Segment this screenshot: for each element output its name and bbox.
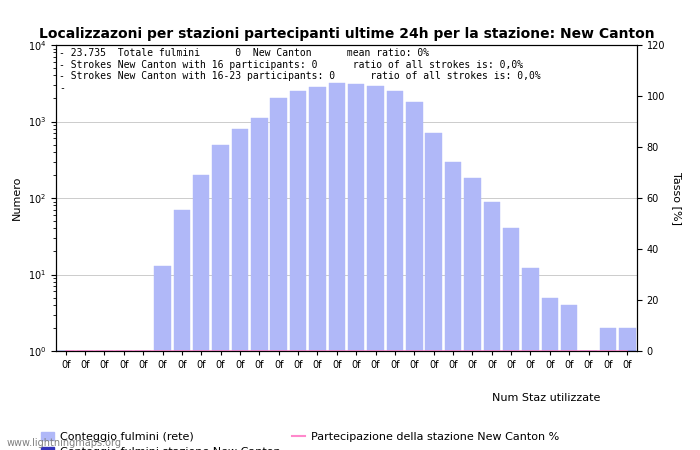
Bar xyxy=(406,351,423,450)
Bar xyxy=(57,351,74,450)
Bar xyxy=(580,351,597,450)
Partecipazione della stazione New Canton % xyxy=(314,348,322,354)
Bar xyxy=(154,351,171,450)
Partecipazione della stazione New Canton % xyxy=(468,348,477,354)
Partecipazione della stazione New Canton % xyxy=(565,348,573,354)
Partecipazione della stazione New Canton % xyxy=(139,348,148,354)
Bar xyxy=(522,351,539,450)
Bar xyxy=(542,297,558,450)
Bar xyxy=(522,269,539,450)
Bar xyxy=(193,351,209,450)
Bar xyxy=(561,351,578,450)
Bar xyxy=(386,91,403,450)
Bar xyxy=(154,266,171,450)
Partecipazione della stazione New Canton % xyxy=(449,348,457,354)
Partecipazione della stazione New Canton % xyxy=(584,348,593,354)
Bar xyxy=(212,351,229,450)
Partecipazione della stazione New Canton % xyxy=(603,348,612,354)
Bar xyxy=(348,84,365,450)
Bar xyxy=(464,351,481,450)
Bar xyxy=(368,351,384,450)
Partecipazione della stazione New Canton % xyxy=(158,348,167,354)
Partecipazione della stazione New Canton % xyxy=(62,348,70,354)
Bar xyxy=(348,351,365,450)
Partecipazione della stazione New Canton % xyxy=(371,348,379,354)
Partecipazione della stazione New Canton % xyxy=(546,348,554,354)
Bar xyxy=(619,351,636,450)
Partecipazione della stazione New Canton % xyxy=(197,348,206,354)
Bar xyxy=(251,118,267,450)
Partecipazione della stazione New Canton % xyxy=(623,348,631,354)
Partecipazione della stazione New Canton % xyxy=(294,348,302,354)
Partecipazione della stazione New Canton % xyxy=(507,348,515,354)
Bar xyxy=(484,202,500,450)
Y-axis label: Tasso [%]: Tasso [%] xyxy=(672,171,682,225)
Partecipazione della stazione New Canton % xyxy=(430,348,438,354)
Bar xyxy=(309,351,326,450)
Partecipazione della stazione New Canton % xyxy=(256,348,264,354)
Y-axis label: Numero: Numero xyxy=(12,176,22,220)
Bar xyxy=(503,351,519,450)
Bar xyxy=(580,351,597,450)
Bar xyxy=(600,328,616,450)
Bar xyxy=(406,102,423,450)
Bar xyxy=(386,351,403,450)
Partecipazione della stazione New Canton % xyxy=(526,348,535,354)
Partecipazione della stazione New Canton % xyxy=(391,348,399,354)
Text: Num Staz utilizzate: Num Staz utilizzate xyxy=(492,393,600,403)
Bar xyxy=(542,351,558,450)
Partecipazione della stazione New Canton % xyxy=(120,348,128,354)
Bar xyxy=(212,144,229,450)
Bar xyxy=(116,351,132,450)
Bar xyxy=(57,351,74,450)
Bar xyxy=(368,86,384,450)
Legend: Conteggio fulmini (rete), Conteggio fulmini stazione New Canton, Partecipazione : Conteggio fulmini (rete), Conteggio fulm… xyxy=(36,427,564,450)
Bar xyxy=(290,351,307,450)
Bar xyxy=(96,351,113,450)
Partecipazione della stazione New Canton % xyxy=(487,348,496,354)
Bar xyxy=(444,162,461,450)
Bar xyxy=(426,133,442,450)
Bar xyxy=(328,83,345,450)
Text: - 23.735  Totale fulmini      0  New Canton      mean ratio: 0%
- Strokes New Ca: - 23.735 Totale fulmini 0 New Canton mea… xyxy=(59,48,540,93)
Bar xyxy=(503,229,519,450)
Partecipazione della stazione New Canton % xyxy=(410,348,419,354)
Bar xyxy=(135,351,151,450)
Bar xyxy=(77,351,93,450)
Bar xyxy=(619,328,636,450)
Bar xyxy=(232,129,248,450)
Bar xyxy=(174,210,190,450)
Bar xyxy=(174,351,190,450)
Bar xyxy=(426,351,442,450)
Bar xyxy=(96,351,113,450)
Bar xyxy=(309,87,326,450)
Bar xyxy=(251,351,267,450)
Bar xyxy=(116,351,132,450)
Bar xyxy=(232,351,248,450)
Bar xyxy=(484,351,500,450)
Bar xyxy=(270,351,287,450)
Partecipazione della stazione New Canton % xyxy=(81,348,90,354)
Bar xyxy=(270,99,287,450)
Bar xyxy=(464,179,481,450)
Bar xyxy=(561,305,578,450)
Title: Localizzazoni per stazioni partecipanti ultime 24h per la stazione: New Canton: Localizzazoni per stazioni partecipanti … xyxy=(38,27,654,41)
Bar xyxy=(328,351,345,450)
Partecipazione della stazione New Canton % xyxy=(352,348,361,354)
Partecipazione della stazione New Canton % xyxy=(274,348,283,354)
Bar xyxy=(290,91,307,450)
Bar xyxy=(444,351,461,450)
Partecipazione della stazione New Canton % xyxy=(100,348,108,354)
Bar xyxy=(77,351,93,450)
Bar xyxy=(600,351,616,450)
Partecipazione della stazione New Canton % xyxy=(332,348,341,354)
Partecipazione della stazione New Canton % xyxy=(236,348,244,354)
Text: www.lightningmaps.org: www.lightningmaps.org xyxy=(7,438,122,448)
Bar xyxy=(135,351,151,450)
Partecipazione della stazione New Canton % xyxy=(216,348,225,354)
Partecipazione della stazione New Canton % xyxy=(178,348,186,354)
Bar xyxy=(193,175,209,450)
